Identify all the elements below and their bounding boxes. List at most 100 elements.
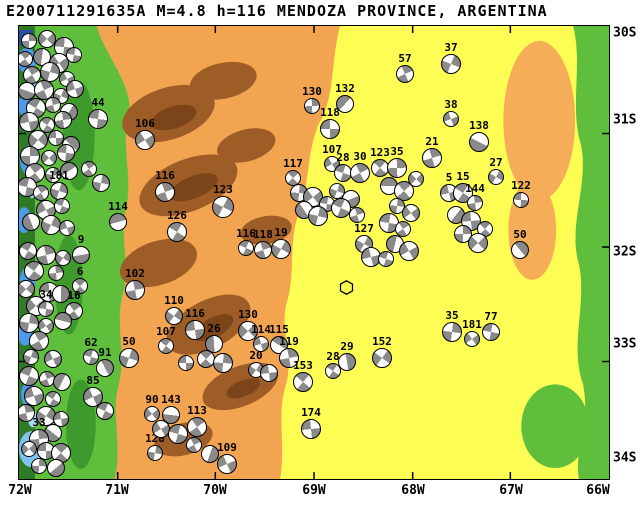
focal-mechanism-label: 30 (353, 150, 367, 163)
focal-mechanism-label: 116 (236, 227, 256, 240)
focal-mechanism (59, 220, 75, 236)
focal-mechanism (331, 198, 351, 218)
focal-mechanism-label: 143 (161, 393, 181, 406)
focal-mechanism (40, 62, 60, 82)
focal-mechanism (39, 117, 55, 133)
focal-mechanism (31, 458, 47, 474)
focal-mechanism-label: 118 (253, 228, 273, 241)
focal-mechanism (144, 406, 160, 422)
focal-mechanism-label: 37 (444, 41, 458, 54)
focal-mechanism-label: 29 (340, 340, 354, 353)
focal-mechanism (155, 182, 175, 202)
focal-mechanism-label: 114 (108, 200, 128, 213)
focal-mechanism-label: 130 (238, 308, 258, 321)
focal-mechanism-label: 107 (156, 325, 176, 338)
latitude-label: 34S (613, 450, 637, 466)
longitude-label: 69W (302, 483, 326, 498)
longitude-label: 70W (203, 483, 227, 498)
focal-mechanism (168, 424, 188, 444)
focal-mechanism (488, 169, 504, 185)
focal-mechanism-label: 127 (354, 222, 374, 235)
focal-mechanism (19, 280, 35, 298)
focal-mechanism-label: 144 (465, 182, 485, 195)
focal-mechanism-label: 102 (125, 267, 145, 280)
focal-mechanism (88, 109, 108, 129)
focal-mechanism-label: 153 (293, 359, 313, 372)
focal-mechanism (19, 404, 35, 422)
focal-mechanism (217, 454, 237, 474)
focal-mechanism (52, 285, 70, 303)
focal-mechanism (271, 239, 291, 259)
focal-mechanism (165, 307, 183, 325)
focal-mechanism-label: 34 (39, 288, 53, 301)
focal-mechanism-label: 152 (372, 335, 392, 348)
focal-mechanism (201, 445, 219, 463)
focal-mechanism-label: 109 (217, 441, 237, 454)
focal-mechanism (372, 348, 392, 368)
focal-mechanism-label: 19 (274, 226, 288, 239)
focal-mechanism-label: 138 (469, 119, 489, 132)
focal-mechanism (482, 323, 500, 341)
focal-mechanism-label: 50 (513, 228, 527, 241)
focal-mechanism-label: 110 (164, 294, 184, 307)
focal-mechanism-label: 123 (370, 146, 390, 159)
longitude-label: 66W (586, 483, 610, 498)
focal-mechanism (167, 222, 187, 242)
focal-mechanism-label: 90 (145, 393, 159, 406)
focal-mechanism (213, 353, 233, 373)
focal-mechanism (53, 373, 71, 391)
focal-mechanism-label: 50 (122, 335, 136, 348)
focal-mechanism-label: 181 (49, 169, 69, 182)
focal-mechanism-label: 117 (283, 157, 303, 170)
latitude-label: 31S (613, 112, 637, 128)
focal-mechanism (279, 348, 299, 368)
focal-mechanism-label: 114 (251, 323, 271, 336)
focal-mechanism-label: 5 (445, 171, 453, 184)
focal-mechanism (399, 241, 419, 261)
focal-mechanism (57, 144, 75, 162)
focal-mechanism-label: 9 (77, 233, 85, 246)
focal-mechanism-label: 35 (390, 145, 404, 158)
focal-mechanism (21, 33, 37, 49)
focal-mechanism-label: 122 (511, 179, 531, 192)
latitude-label: 32S (613, 244, 637, 260)
focal-mechanism (396, 65, 414, 83)
map-area: 181 9 6 34 16 33 44 106 62 91 50 85 116 123 114 126 102 1… (18, 25, 610, 480)
focal-mechanism-label: 27 (489, 156, 503, 169)
focal-mechanism (378, 251, 394, 267)
focal-mechanism (336, 95, 354, 113)
focal-mechanism-label: 181 (462, 318, 482, 331)
focal-mechanism (83, 387, 103, 407)
focal-mechanism (125, 280, 145, 300)
focal-mechanism (55, 250, 71, 266)
focal-mechanism-label: 118 (320, 106, 340, 119)
focal-mechanism (66, 47, 82, 63)
focal-mechanism-label: 174 (301, 406, 321, 419)
focal-mechanism (53, 411, 69, 427)
focal-mechanism (92, 174, 110, 192)
longitude-label: 67W (499, 483, 523, 498)
focal-mechanism (238, 240, 254, 256)
focal-mechanism (158, 338, 174, 354)
focal-mechanism-label: 116 (185, 307, 205, 320)
focal-mechanism (238, 321, 258, 341)
focal-mechanism (41, 215, 61, 235)
focal-mechanism (23, 349, 39, 365)
focal-mechanism (408, 171, 424, 187)
focal-mechanism (41, 150, 57, 166)
focal-mechanism-label: 126 (167, 209, 187, 222)
focal-mechanism (464, 331, 480, 347)
focal-mechanism-label: 106 (135, 117, 155, 130)
focal-mechanism-label: 38 (444, 98, 458, 111)
focal-mechanism-label: 113 (187, 404, 207, 417)
focal-mechanism (19, 242, 37, 260)
focal-mechanism-label: 57 (398, 52, 412, 65)
focal-mechanisms-layer: 181 9 6 34 16 33 44 106 62 91 50 85 116 123 114 126 102 1… (19, 26, 609, 479)
focal-mechanism (511, 241, 529, 259)
focal-mechanism-label: 33 (32, 416, 46, 429)
focal-mechanism (54, 312, 72, 330)
focal-mechanism-label: 26 (207, 322, 221, 335)
focal-mechanism (442, 322, 462, 342)
focal-mechanism (96, 402, 114, 420)
